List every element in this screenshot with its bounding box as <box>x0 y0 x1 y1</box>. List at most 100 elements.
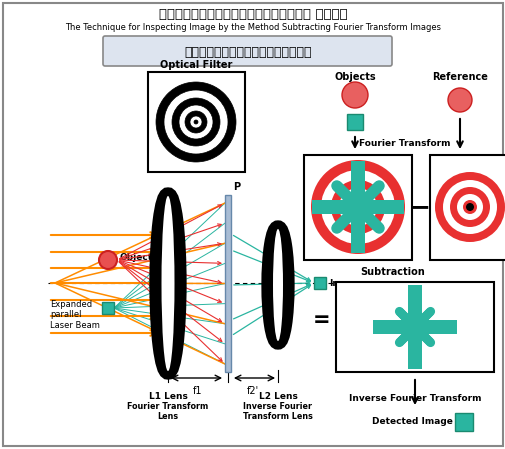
Circle shape <box>413 319 422 328</box>
Circle shape <box>338 215 349 226</box>
Bar <box>312 200 403 214</box>
Circle shape <box>335 218 346 229</box>
Text: Reference: Reference <box>431 72 487 82</box>
Circle shape <box>337 216 348 227</box>
Circle shape <box>361 193 372 203</box>
Circle shape <box>337 186 347 198</box>
Circle shape <box>349 198 360 210</box>
Circle shape <box>341 212 352 223</box>
Circle shape <box>358 208 369 219</box>
Circle shape <box>336 185 347 197</box>
Circle shape <box>358 207 369 218</box>
Circle shape <box>311 160 404 254</box>
Circle shape <box>352 202 363 213</box>
Circle shape <box>372 222 383 233</box>
Circle shape <box>99 251 117 269</box>
Circle shape <box>349 205 360 216</box>
Circle shape <box>407 320 416 329</box>
Circle shape <box>408 324 417 333</box>
Circle shape <box>341 82 367 108</box>
Circle shape <box>364 190 374 201</box>
Circle shape <box>371 221 382 232</box>
Circle shape <box>418 331 427 340</box>
Circle shape <box>368 217 379 229</box>
Circle shape <box>414 318 423 327</box>
Circle shape <box>370 184 380 195</box>
Circle shape <box>353 203 364 214</box>
Circle shape <box>397 310 406 319</box>
Text: フーリエ変換差分法による画像欠陥検査法 原理説明: フーリエ変換差分法による画像欠陥検査法 原理説明 <box>159 8 346 21</box>
Circle shape <box>338 188 349 199</box>
Circle shape <box>406 326 415 335</box>
Circle shape <box>405 318 414 327</box>
Circle shape <box>399 313 409 321</box>
Circle shape <box>366 187 377 198</box>
Circle shape <box>360 210 371 221</box>
Text: =: = <box>313 310 330 330</box>
Circle shape <box>442 180 496 234</box>
Circle shape <box>411 323 420 332</box>
Circle shape <box>367 186 378 198</box>
Text: Objects: Objects <box>333 72 375 82</box>
Circle shape <box>370 219 380 230</box>
Circle shape <box>370 220 381 231</box>
Circle shape <box>172 98 220 146</box>
Circle shape <box>425 307 434 316</box>
Circle shape <box>400 313 410 322</box>
Circle shape <box>351 202 363 213</box>
Circle shape <box>333 220 344 231</box>
Circle shape <box>419 332 428 341</box>
Circle shape <box>333 183 344 194</box>
Circle shape <box>415 317 424 326</box>
Circle shape <box>395 308 404 317</box>
Circle shape <box>345 195 357 206</box>
Circle shape <box>351 201 363 213</box>
Text: Detected Image: Detected Image <box>371 418 452 427</box>
Circle shape <box>357 197 368 208</box>
Circle shape <box>364 213 374 224</box>
Bar <box>372 320 456 334</box>
Circle shape <box>351 201 363 212</box>
Circle shape <box>413 320 421 329</box>
Circle shape <box>397 335 406 344</box>
Text: 光アナログ法：光回折パターン差分法: 光アナログ法：光回折パターン差分法 <box>184 45 311 58</box>
Circle shape <box>330 180 384 234</box>
Circle shape <box>342 211 353 222</box>
Circle shape <box>394 338 403 347</box>
Circle shape <box>179 105 213 139</box>
Circle shape <box>402 315 412 324</box>
Circle shape <box>420 313 429 321</box>
Circle shape <box>419 313 428 322</box>
Circle shape <box>398 335 407 343</box>
Circle shape <box>411 321 420 330</box>
Circle shape <box>399 333 409 342</box>
Circle shape <box>369 185 380 196</box>
Text: The Technique for Inspecting Image by the Method Subtracting Fourier Transform I: The Technique for Inspecting Image by th… <box>65 23 440 32</box>
Circle shape <box>341 191 352 202</box>
Circle shape <box>164 90 228 154</box>
Circle shape <box>405 327 414 336</box>
Circle shape <box>348 198 359 209</box>
Circle shape <box>368 185 379 197</box>
Circle shape <box>456 194 482 220</box>
Text: Fourier Transform
Lens: Fourier Transform Lens <box>127 402 208 422</box>
Circle shape <box>353 200 364 211</box>
Text: Fourier Transform: Fourier Transform <box>358 140 449 149</box>
Ellipse shape <box>161 196 174 371</box>
Circle shape <box>334 184 345 195</box>
Circle shape <box>350 200 362 211</box>
Circle shape <box>410 322 419 331</box>
Bar <box>304 155 411 260</box>
Circle shape <box>407 325 416 334</box>
Circle shape <box>337 187 348 198</box>
Circle shape <box>365 188 376 199</box>
Bar <box>147 72 244 172</box>
Circle shape <box>350 203 362 214</box>
Circle shape <box>346 207 357 218</box>
Circle shape <box>418 314 427 323</box>
Circle shape <box>339 189 350 200</box>
Circle shape <box>403 329 412 338</box>
Circle shape <box>367 217 378 228</box>
Circle shape <box>369 218 380 229</box>
Circle shape <box>352 201 363 212</box>
